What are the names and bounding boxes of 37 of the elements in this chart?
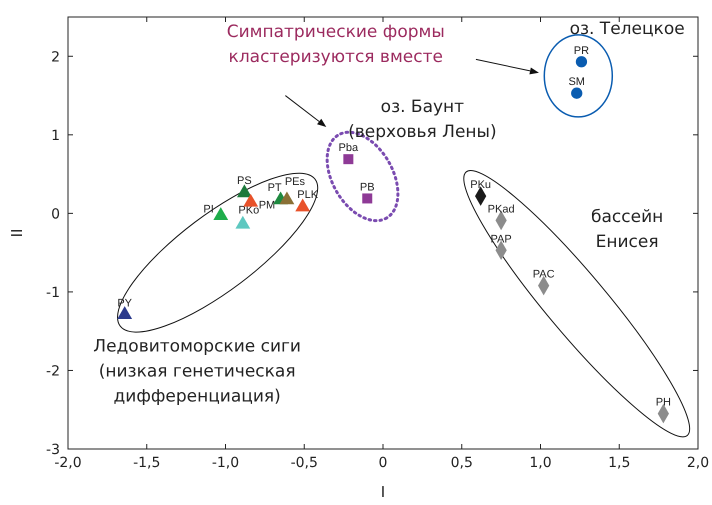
series-label: PB [360,181,375,194]
series-label: PH [656,396,672,409]
annotation: оз. Баунт (верховья Лены) [348,96,497,142]
series-label: Pba [338,142,360,154]
series-label: PKo [238,204,260,216]
x-tick-label: -2,0 [54,455,82,471]
x-tick-label: -1,5 [133,455,160,471]
y-tick-label: -1 [46,284,60,301]
series-label: PT [268,182,282,194]
annotation: бассейн Енисея [591,206,664,252]
series-label: PS [237,174,252,187]
series-label: PAC [532,268,555,281]
series-label: PR [574,44,590,57]
series-label: PAP [490,233,512,246]
series-label: PEs [284,176,306,188]
x-axis-title: I [380,483,386,501]
y-tick-label: -3 [46,442,60,458]
annotation: оз. Телецкое [570,18,685,39]
x-tick-label: -1,0 [212,455,240,471]
y-tick-label: 1 [51,128,60,144]
x-tick-label: 0 [378,455,388,471]
y-tick-label: 2 [51,49,60,66]
y-tick-label: 0 [51,206,60,222]
annotation: Симпатрические формы кластеризуются вместе [226,22,445,68]
x-tick-label: 1,5 [608,455,630,471]
x-tick-label: -0,5 [290,455,318,471]
series-label: PKu [470,179,492,192]
y-tick-label: -2 [46,363,60,380]
annotation: Ледовитоморские сиги (низкая генетическая дифференциация) [93,336,301,406]
y-axis-title: II [8,228,26,238]
x-tick-label: 2,0 [686,455,710,471]
x-tick-label: 1,0 [529,455,552,471]
series-label: PKad [488,203,515,216]
series-label: PM [258,199,276,212]
series-label: SM [568,76,585,88]
series-label: PI [203,204,214,216]
x-tick-label: 0,5 [450,455,473,471]
